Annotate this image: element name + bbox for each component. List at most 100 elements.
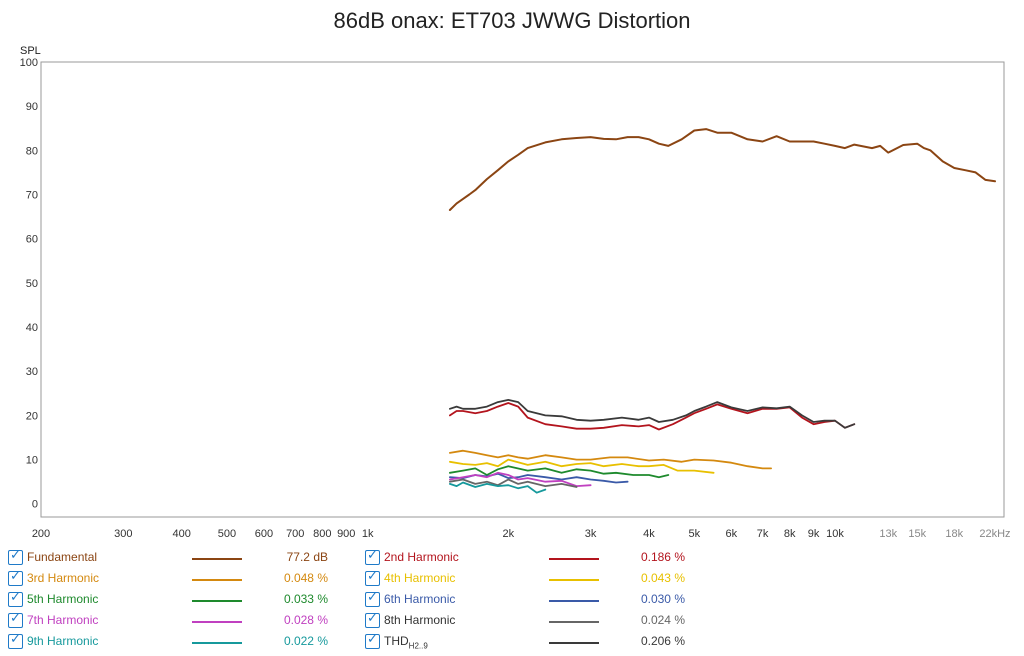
y-axis-label: SPL bbox=[20, 45, 41, 57]
check-icon: ✓ bbox=[10, 611, 21, 626]
x-tick-label: 800 bbox=[313, 528, 331, 540]
x-tick-label: 18k bbox=[945, 528, 963, 540]
series-line-2nd-harmonic bbox=[448, 402, 856, 431]
legend-swatch bbox=[549, 642, 599, 644]
x-tick-label: 700 bbox=[286, 528, 304, 540]
legend-value: 77.2 dB bbox=[286, 550, 328, 564]
plot-area: SPL 0 10 20 30 40 50 60 70 80 90 100 200 300 400 500 6… bbox=[20, 45, 1011, 540]
legend-value: 0.033 % bbox=[283, 592, 328, 606]
x-tick-label: 1k bbox=[362, 528, 374, 540]
legend-label: 7th Harmonic bbox=[27, 613, 99, 627]
legend-label: 4th Harmonic bbox=[384, 571, 456, 585]
x-tick-label: 6k bbox=[725, 528, 737, 540]
legend-checkbox-6th-harmonic[interactable]: ✓ bbox=[365, 590, 380, 607]
y-tick-label: 30 bbox=[26, 366, 38, 378]
legend-value: 0.028 % bbox=[283, 613, 328, 627]
legend-label: 5th Harmonic bbox=[27, 592, 99, 606]
legend-checkbox-3rd-harmonic[interactable]: ✓ bbox=[8, 569, 23, 586]
legend-item-5th-harmonic: ✓ 5th Harmonic 0.033 % bbox=[8, 590, 348, 610]
x-tick-labels: 200 300 400 500 600 700 800 900 1k 2k 3k 4k 5k 6k 7k 8k… bbox=[32, 528, 1011, 540]
x-tick-label: 4k bbox=[643, 528, 655, 540]
series-line-fundamental bbox=[448, 128, 996, 211]
legend: ✓ Fundamental 77.2 dB ✓ 2nd Harmonic 0.186 % ✓… bbox=[0, 546, 1024, 656]
y-tick-label: 10 bbox=[26, 455, 38, 467]
series-line-4th-harmonic bbox=[448, 458, 715, 474]
plot-border bbox=[40, 61, 1005, 518]
x-tick-label: 8k bbox=[784, 528, 796, 540]
series-lines bbox=[448, 128, 996, 494]
legend-item-8th-harmonic: ✓ 8th Harmonic 0.024 % bbox=[365, 611, 705, 631]
y-tick-label: 0 bbox=[32, 499, 38, 511]
legend-label: 9th Harmonic bbox=[27, 634, 99, 648]
legend-item-9th-harmonic: ✓ 9th Harmonic 0.022 % bbox=[8, 632, 348, 652]
x-tick-label: 400 bbox=[172, 528, 190, 540]
y-tick-label: 90 bbox=[26, 101, 38, 113]
y-tick-label: 40 bbox=[26, 322, 38, 334]
x-tick-label: 2k bbox=[503, 528, 515, 540]
legend-checkbox-2nd-harmonic[interactable]: ✓ bbox=[365, 548, 380, 565]
check-icon: ✓ bbox=[367, 611, 378, 626]
check-icon: ✓ bbox=[10, 569, 21, 584]
legend-swatch bbox=[192, 579, 242, 581]
x-tick-label: 10k bbox=[826, 528, 844, 540]
legend-label-subscript: H2..9 bbox=[408, 641, 428, 651]
x-tick-label: 22kHz bbox=[979, 528, 1010, 540]
legend-value: 0.024 % bbox=[640, 613, 685, 627]
x-tick-label: 13k bbox=[879, 528, 897, 540]
legend-checkbox-9th-harmonic[interactable]: ✓ bbox=[8, 632, 23, 649]
legend-checkbox-thd[interactable]: ✓ bbox=[365, 632, 380, 649]
legend-swatch bbox=[549, 558, 599, 560]
series-line-8th-harmonic bbox=[448, 478, 578, 488]
legend-label: 8th Harmonic bbox=[384, 613, 456, 627]
legend-checkbox-fundamental[interactable]: ✓ bbox=[8, 548, 23, 565]
plot-frame bbox=[40, 61, 1005, 518]
legend-value: 0.022 % bbox=[283, 634, 328, 648]
legend-checkbox-4th-harmonic[interactable]: ✓ bbox=[365, 569, 380, 586]
legend-item-6th-harmonic: ✓ 6th Harmonic 0.030 % bbox=[365, 590, 705, 610]
legend-swatch bbox=[549, 579, 599, 581]
legend-swatch bbox=[192, 558, 242, 560]
legend-value: 0.030 % bbox=[640, 592, 685, 606]
series-line-thd bbox=[448, 398, 856, 429]
legend-checkbox-7th-harmonic[interactable]: ✓ bbox=[8, 611, 23, 628]
legend-label: 2nd Harmonic bbox=[384, 550, 459, 564]
x-tick-label: 7k bbox=[757, 528, 769, 540]
legend-value: 0.048 % bbox=[283, 571, 328, 585]
legend-swatch bbox=[549, 600, 599, 602]
y-tick-label: 20 bbox=[26, 410, 38, 422]
legend-item-2nd-harmonic: ✓ 2nd Harmonic 0.186 % bbox=[365, 548, 705, 568]
legend-item-7th-harmonic: ✓ 7th Harmonic 0.028 % bbox=[8, 611, 348, 631]
series-line-3rd-harmonic bbox=[448, 449, 772, 470]
x-tick-label: 5k bbox=[688, 528, 700, 540]
x-tick-label: 9k bbox=[808, 528, 820, 540]
y-tick-label: 100 bbox=[20, 57, 38, 69]
check-icon: ✓ bbox=[367, 590, 378, 605]
legend-item-thd: ✓ THDH2..9 0.206 % bbox=[365, 632, 705, 652]
check-icon: ✓ bbox=[10, 632, 21, 647]
x-tick-label: 900 bbox=[337, 528, 355, 540]
legend-value: 0.043 % bbox=[640, 571, 685, 585]
legend-checkbox-8th-harmonic[interactable]: ✓ bbox=[365, 611, 380, 628]
series-line-9th-harmonic bbox=[448, 481, 547, 494]
x-tick-label: 3k bbox=[585, 528, 597, 540]
legend-value: 0.206 % bbox=[640, 634, 685, 648]
y-tick-labels: 0 10 20 30 40 50 60 70 80 90 100 bbox=[20, 57, 38, 511]
x-tick-label: 200 bbox=[32, 528, 50, 540]
check-icon: ✓ bbox=[367, 569, 378, 584]
x-tick-label: 300 bbox=[114, 528, 132, 540]
chart-title: 86dB onax: ET703 JWWG Distortion bbox=[333, 8, 691, 33]
legend-label: THDH2..9 bbox=[384, 634, 428, 651]
check-icon: ✓ bbox=[10, 548, 21, 563]
legend-checkbox-5th-harmonic[interactable]: ✓ bbox=[8, 590, 23, 607]
check-icon: ✓ bbox=[367, 632, 378, 647]
x-tick-label: 15k bbox=[908, 528, 926, 540]
legend-value: 0.186 % bbox=[640, 550, 685, 564]
legend-item-fundamental: ✓ Fundamental 77.2 dB bbox=[8, 548, 348, 568]
check-icon: ✓ bbox=[10, 590, 21, 605]
legend-swatch bbox=[192, 642, 242, 644]
legend-item-3rd-harmonic: ✓ 3rd Harmonic 0.048 % bbox=[8, 569, 348, 589]
series-line-5th-harmonic bbox=[448, 465, 670, 479]
legend-swatch bbox=[549, 621, 599, 623]
y-tick-label: 60 bbox=[26, 234, 38, 246]
series-line-7th-harmonic bbox=[448, 471, 592, 488]
